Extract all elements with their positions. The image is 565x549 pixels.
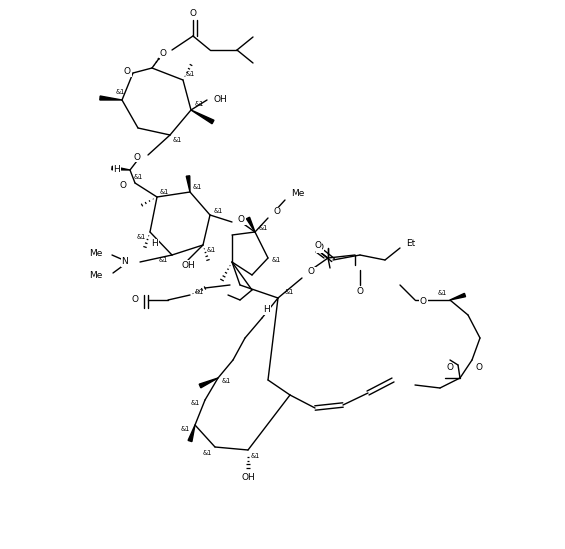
- Text: &1: &1: [438, 290, 447, 296]
- Polygon shape: [188, 425, 195, 441]
- Text: O: O: [308, 267, 315, 277]
- Text: Et: Et: [406, 238, 415, 248]
- Text: O: O: [315, 240, 321, 249]
- Text: &1: &1: [195, 289, 205, 295]
- Text: O: O: [446, 363, 454, 373]
- Text: OH: OH: [213, 96, 227, 104]
- Text: O: O: [238, 216, 245, 225]
- Text: &1: &1: [191, 400, 200, 406]
- Polygon shape: [246, 217, 255, 232]
- Text: O: O: [357, 288, 363, 296]
- Text: Me: Me: [291, 189, 305, 199]
- Polygon shape: [450, 293, 466, 300]
- Text: &1: &1: [186, 71, 195, 77]
- Text: &1: &1: [285, 289, 294, 295]
- Text: O: O: [189, 8, 197, 18]
- Text: O: O: [420, 298, 427, 306]
- Text: O: O: [274, 208, 281, 216]
- Text: O: O: [159, 48, 167, 58]
- Text: &1: &1: [193, 184, 202, 190]
- Text: O: O: [120, 182, 127, 191]
- Text: &1: &1: [251, 453, 260, 459]
- Text: O: O: [131, 295, 138, 305]
- Text: &1: &1: [214, 208, 223, 214]
- Text: O: O: [476, 363, 483, 373]
- Polygon shape: [100, 96, 122, 100]
- Polygon shape: [199, 378, 218, 388]
- Text: Me: Me: [90, 249, 103, 257]
- Text: &1: &1: [181, 426, 190, 432]
- Text: O: O: [133, 153, 140, 161]
- Text: OH: OH: [181, 260, 195, 270]
- Polygon shape: [186, 176, 190, 192]
- Text: O: O: [124, 68, 131, 76]
- Text: &1: &1: [160, 189, 170, 195]
- Text: H: H: [113, 165, 120, 175]
- Text: O: O: [316, 244, 324, 253]
- Text: OH: OH: [241, 473, 255, 483]
- Text: H: H: [263, 305, 270, 315]
- Text: &1: &1: [115, 89, 125, 95]
- Text: H: H: [151, 239, 158, 249]
- Text: Me: Me: [90, 272, 103, 281]
- Text: &1: &1: [133, 174, 142, 180]
- Text: N: N: [121, 257, 128, 266]
- Polygon shape: [191, 110, 214, 124]
- Text: &1: &1: [272, 257, 281, 263]
- Text: &1: &1: [159, 257, 168, 263]
- Text: &1: &1: [207, 247, 216, 253]
- Text: &1: &1: [259, 225, 268, 231]
- Text: &1: &1: [222, 378, 231, 384]
- Text: &1: &1: [137, 234, 146, 240]
- Text: &1: &1: [195, 101, 205, 107]
- Polygon shape: [112, 166, 130, 170]
- Text: &1: &1: [173, 137, 182, 143]
- Text: &1: &1: [203, 450, 212, 456]
